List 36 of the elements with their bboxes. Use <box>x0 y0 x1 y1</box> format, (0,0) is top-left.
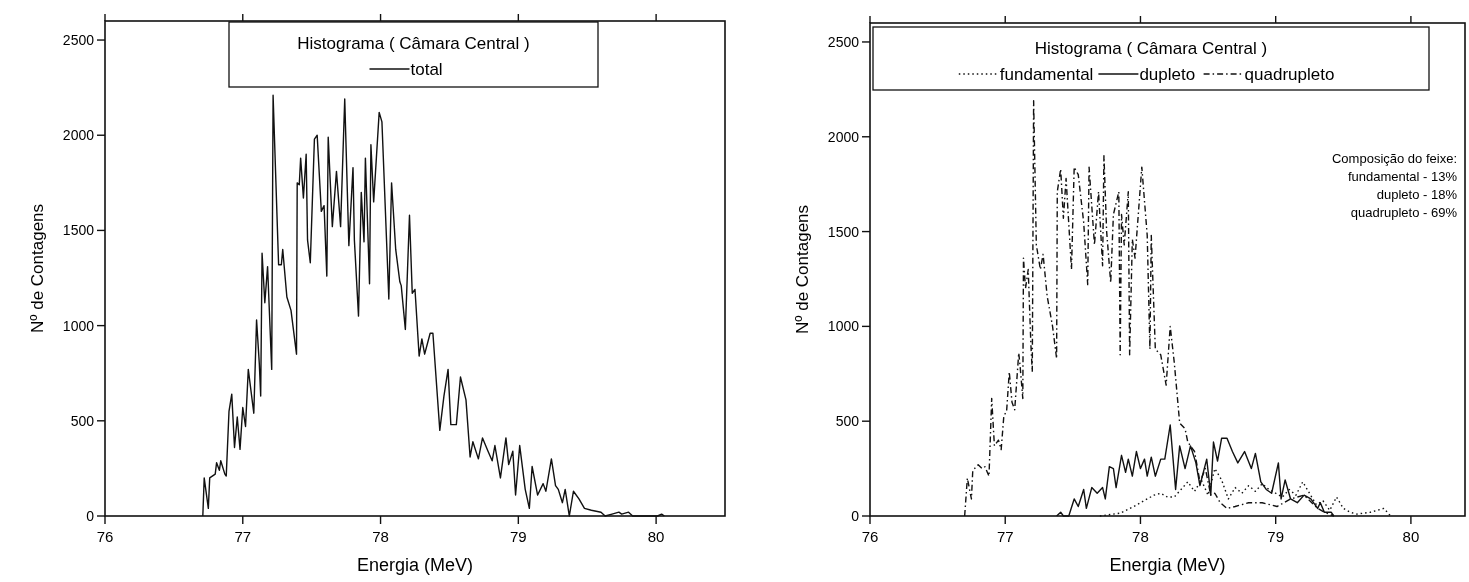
x-tick-label: 76 <box>96 528 114 545</box>
x-tick-label: 77 <box>996 528 1014 545</box>
annotation: fundamental - 13% <box>1347 169 1458 184</box>
x-tick-label: 77 <box>234 528 252 545</box>
y-tick-label: 500 <box>835 413 860 430</box>
y-tick-label: 2500 <box>62 32 95 49</box>
x-tick-label: 80 <box>1402 528 1420 545</box>
legend-label: dupleto <box>1139 65 1196 84</box>
legend-title: Histograma ( Câmara Central ) <box>297 34 530 53</box>
y-tick-label: 2500 <box>827 33 860 50</box>
y-tick-label: 1500 <box>62 222 95 239</box>
legend-label: total <box>410 60 443 79</box>
y-tick-label: 2000 <box>827 128 860 145</box>
legend-label: quadrupleto <box>1244 65 1335 84</box>
y-tick-label: 2000 <box>62 127 95 144</box>
y-tick-label: 1000 <box>62 317 95 334</box>
y-tick-label: 1500 <box>827 223 860 240</box>
x-tick-label: 76 <box>861 528 879 545</box>
x-tick-label: 78 <box>1132 528 1149 545</box>
x-tick-label: 79 <box>509 528 527 545</box>
legend-title: Histograma ( Câmara Central ) <box>1034 39 1268 58</box>
y-tick-label: 0 <box>86 508 95 524</box>
x-axis-title: Energia (MeV) <box>356 555 474 575</box>
x-tick-label: 78 <box>372 528 389 545</box>
y-tick-label: 500 <box>70 412 95 429</box>
y-axis-title: Nº de Contagens <box>28 203 47 334</box>
annotation: dupleto - 18% <box>1376 187 1458 202</box>
legend-label: fundamental <box>999 65 1094 84</box>
y-tick-label: 0 <box>851 508 860 524</box>
x-tick-label: 80 <box>647 528 665 545</box>
x-axis-title: Energia (MeV) <box>1109 555 1226 575</box>
annotation: Composição do feixe: <box>1331 151 1457 166</box>
y-tick-label: 1000 <box>827 318 860 335</box>
y-axis-title: Nº de Contagens <box>793 204 812 335</box>
annotation: quadrupleto - 69% <box>1350 205 1458 220</box>
x-tick-label: 79 <box>1267 528 1285 545</box>
